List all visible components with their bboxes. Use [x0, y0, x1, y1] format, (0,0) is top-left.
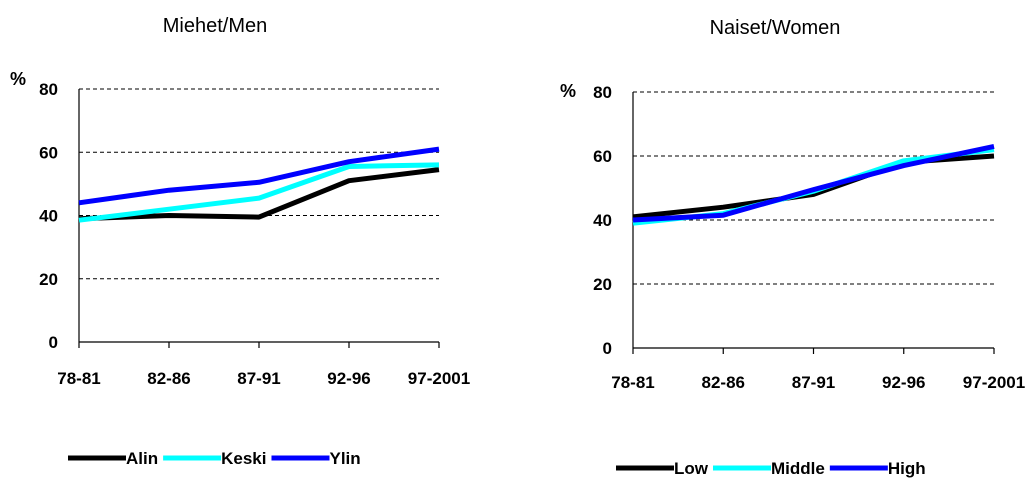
x-tick-label: 97-2001 [963, 373, 1025, 392]
x-tick-label: 97-2001 [408, 369, 470, 388]
x-tick-label: 78-81 [611, 373, 654, 392]
y-tick-label: 0 [49, 333, 58, 352]
y-tick-label: 40 [593, 211, 612, 230]
legend-label-low: Low [674, 459, 709, 478]
y-tick-label: 20 [39, 270, 58, 289]
y-tick-label: 0 [603, 339, 612, 358]
y-tick-label: 60 [39, 143, 58, 162]
x-tick-label: 92-96 [327, 369, 370, 388]
y-tick-label: 80 [39, 80, 58, 99]
legend-label-keski: Keski [221, 449, 266, 468]
legend-label-middle: Middle [771, 459, 825, 478]
y-tick-label: 20 [593, 275, 612, 294]
chart-title: Naiset/Women [710, 17, 841, 39]
series-line-low [633, 156, 994, 217]
y-axis-unit-label: % [10, 69, 26, 89]
x-tick-label: 78-81 [57, 369, 100, 388]
y-tick-label: 40 [39, 207, 58, 226]
series-line-keski [79, 165, 439, 220]
y-axis-unit-label: % [560, 81, 576, 101]
chart-panel-1: Miehet/Men% 0 20 40 60 80 78-81 82-86 87-91 92-96… [10, 15, 470, 468]
legend-label-high: High [888, 459, 926, 478]
x-tick-label: 92-96 [882, 373, 925, 392]
chart-panel-2: Naiset/Women% 0 20 40 60 80 78-81 82-86 87-91 92-… [560, 17, 1025, 478]
x-tick-label: 82-86 [702, 373, 745, 392]
legend-label-alin: Alin [126, 449, 158, 468]
legend-label-ylin: Ylin [329, 449, 360, 468]
x-tick-label: 82-86 [147, 369, 190, 388]
y-tick-label: 80 [593, 83, 612, 102]
y-tick-label: 60 [593, 147, 612, 166]
x-tick-label: 87-91 [237, 369, 280, 388]
chart-title: Miehet/Men [163, 15, 268, 37]
x-tick-label: 87-91 [792, 373, 835, 392]
